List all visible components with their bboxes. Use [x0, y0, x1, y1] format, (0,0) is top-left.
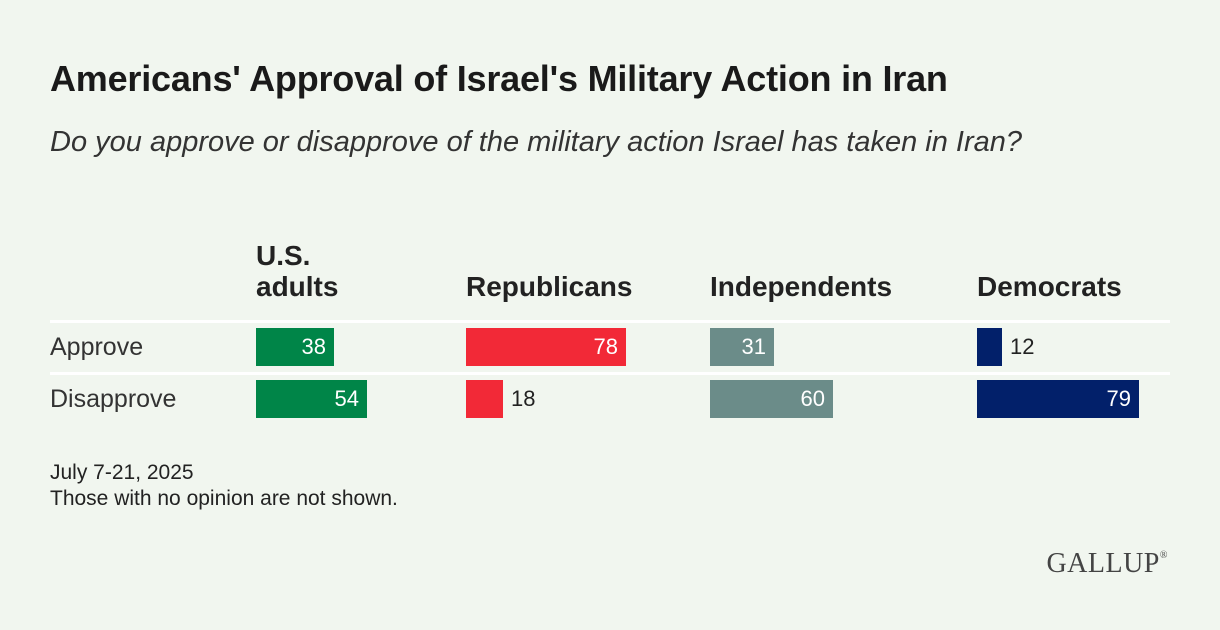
- row-divider-2: [50, 372, 1170, 375]
- row-label-disapprove: Disapprove: [50, 385, 177, 413]
- value-label-republicans-approve: 78: [593, 334, 618, 359]
- footnote-date: July 7-21, 2025: [50, 461, 194, 484]
- footnote-note: Those with no opinion are not shown.: [50, 487, 398, 510]
- chart-subtitle: Do you approve or disapprove of the mili…: [50, 126, 1023, 158]
- value-label-republicans-disapprove: 18: [511, 386, 536, 411]
- bar-republicans-disapprove: [466, 380, 503, 418]
- registered-mark: ®: [1159, 550, 1168, 561]
- group-header-republicans: Republicans: [466, 271, 633, 302]
- value-label-independents-approve: 31: [741, 334, 766, 359]
- bar-u-s-adults-disapprove: [256, 380, 367, 418]
- bar-republicans-approve: [466, 328, 626, 366]
- value-label-u-s-adults-approve: 38: [301, 334, 326, 359]
- gallup-logo-text: GALLUP: [1046, 548, 1160, 579]
- bar-u-s-adults-approve: [256, 328, 334, 366]
- bar-democrats-approve: [977, 328, 1002, 366]
- chart-title: Americans' Approval of Israel's Military…: [50, 58, 948, 99]
- value-label-independents-disapprove: 60: [800, 386, 825, 411]
- row-divider-1: [50, 320, 1170, 323]
- row-label-approve: Approve: [50, 333, 144, 361]
- bar-independents-disapprove: [710, 380, 833, 418]
- group-header-independents: Independents: [710, 271, 893, 302]
- value-label-democrats-disapprove: 79: [1106, 386, 1131, 411]
- value-label-democrats-approve: 12: [1010, 334, 1035, 359]
- gallup-logo: GALLUP®: [1046, 548, 1168, 580]
- group-header-democrats: Democrats: [977, 271, 1122, 302]
- group-header-u-s-adults: U.S. adults: [256, 240, 339, 302]
- bar-independents-approve: [710, 328, 774, 366]
- bar-democrats-disapprove: [977, 380, 1139, 418]
- value-label-u-s-adults-disapprove: 54: [334, 386, 359, 411]
